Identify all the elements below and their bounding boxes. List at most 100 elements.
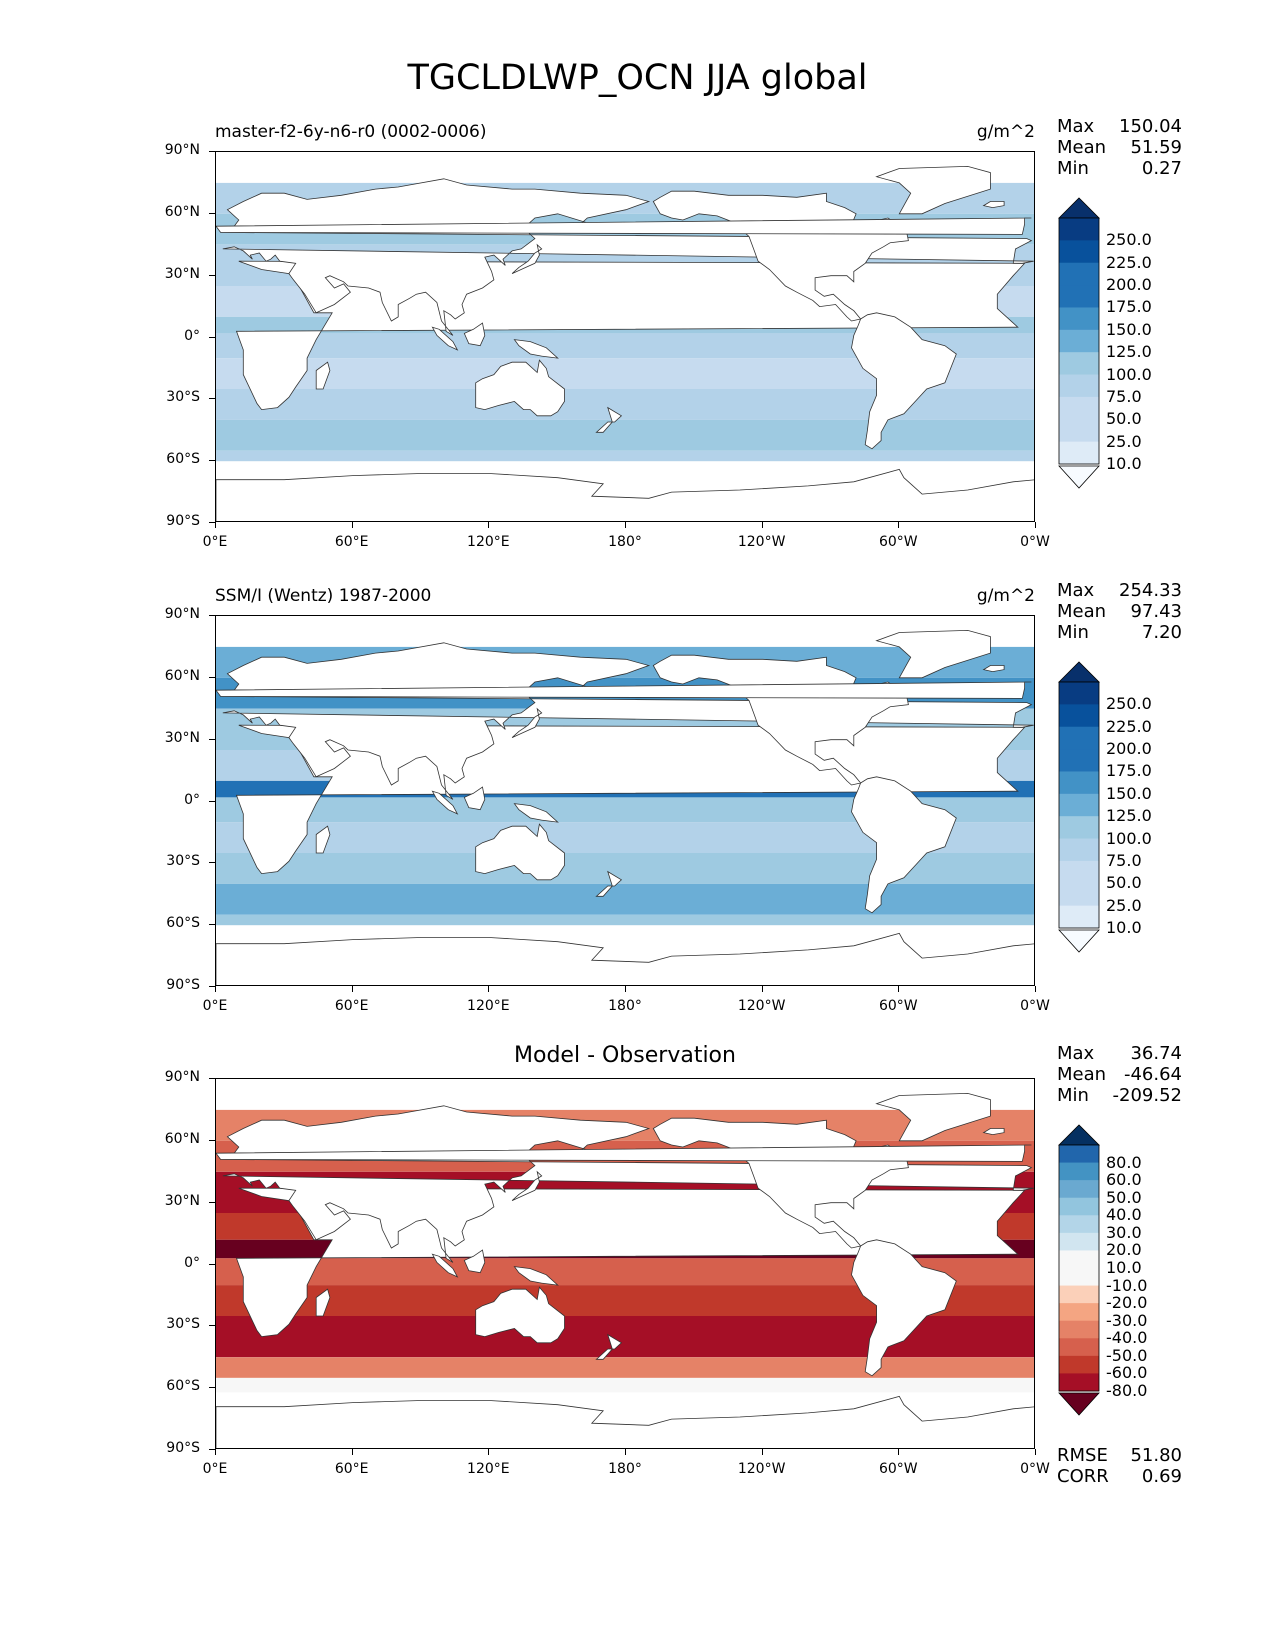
land-madagascar — [315, 361, 331, 390]
stat-key: Mean — [1057, 1064, 1107, 1085]
x-tick-mark — [488, 522, 490, 528]
stat-key: Min — [1057, 158, 1089, 179]
colorbar-label: -20.0 — [1106, 1293, 1148, 1313]
stat-value: 97.43 — [1130, 601, 1182, 622]
y-tick-label: 30°S — [166, 389, 200, 406]
land-newguinea — [513, 1266, 559, 1286]
stat-key: Min — [1057, 1085, 1089, 1106]
field-band — [216, 914, 1034, 926]
land-borneo — [463, 1249, 486, 1274]
x-tick-label: 60°W — [878, 1461, 918, 1477]
colorbar-segment — [1059, 441, 1099, 465]
land-iceland — [982, 201, 1005, 209]
land-greenland — [875, 629, 991, 679]
colorbar-segment — [1059, 374, 1099, 398]
panel-title: Model - Observation — [514, 1043, 736, 1068]
land-australia — [475, 823, 565, 881]
x-tick-label: 60°W — [878, 998, 918, 1014]
y-tick-label: 90°S — [166, 513, 200, 529]
y-tick-label: 0° — [184, 327, 200, 344]
stat-value: 51.80 — [1130, 1445, 1182, 1466]
colorbar — [1058, 1124, 1100, 1416]
y-tick-label: 90°S — [166, 977, 200, 993]
colorbar — [1058, 661, 1100, 953]
y-tick-label: 30°S — [166, 1316, 200, 1333]
colorbar-label: -80.0 — [1106, 1381, 1148, 1400]
land-madagascar — [315, 1288, 331, 1317]
stat-key: CORR — [1057, 1466, 1109, 1487]
y-tick-mark — [209, 522, 215, 523]
x-tick-label: 180° — [608, 534, 642, 550]
y-tick-mark — [209, 1078, 215, 1079]
colorbar-label: 200.0 — [1106, 275, 1152, 295]
colorbar-label: 150.0 — [1106, 319, 1152, 339]
y-tick-mark — [209, 738, 215, 740]
colorbar-segment — [1059, 883, 1099, 907]
x-tick-mark — [625, 1449, 626, 1455]
stat-key: Mean — [1057, 137, 1107, 158]
y-tick-mark — [209, 212, 215, 214]
colorbar-segment — [1059, 726, 1099, 750]
colorbar-segment — [1059, 218, 1099, 241]
stat-value: 36.74 — [1130, 1043, 1182, 1064]
x-tick-mark — [351, 522, 353, 528]
map-plot — [215, 1078, 1035, 1449]
stat-value: 0.69 — [1141, 1466, 1182, 1487]
land-nz — [595, 1333, 623, 1360]
y-tick-mark — [209, 1263, 215, 1265]
colorbar-segment — [1059, 1250, 1099, 1269]
y-tick-label: 60°N — [164, 667, 200, 684]
land-eurasia — [220, 178, 1034, 336]
colorbar-extend-bottom — [1058, 1392, 1100, 1416]
colorbar-extend-top — [1058, 197, 1100, 219]
stat-value: 7.20 — [1141, 622, 1182, 643]
land-japan — [511, 707, 543, 738]
land-nz — [595, 406, 623, 433]
y-tick-label: 30°N — [164, 729, 200, 746]
land-eurasia — [220, 1105, 1034, 1263]
x-tick-mark — [625, 522, 626, 528]
stat-key: Max — [1057, 580, 1095, 601]
colorbar-segment — [1059, 352, 1099, 376]
field-band — [216, 419, 1034, 451]
field-band — [216, 1377, 1034, 1393]
colorbar-label: 75.0 — [1106, 850, 1142, 870]
land-britain — [216, 1144, 1032, 1162]
land-iceland — [982, 1128, 1005, 1136]
y-tick-mark — [209, 615, 215, 616]
colorbar-label: 100.0 — [1106, 364, 1152, 384]
x-tick-mark — [488, 986, 490, 992]
y-tick-label: 60°S — [166, 451, 200, 468]
land-japan — [511, 1170, 543, 1201]
colorbar — [1058, 197, 1100, 489]
colorbar-label: 150.0 — [1106, 783, 1152, 803]
land-antarctica — [216, 468, 1034, 521]
y-tick-label: 60°N — [164, 203, 200, 220]
stat-key: Mean — [1057, 601, 1107, 622]
x-tick-mark — [898, 522, 900, 528]
colorbar-segment — [1059, 771, 1099, 795]
x-tick-label: 60°E — [334, 998, 369, 1014]
colorbar-segment — [1059, 1338, 1099, 1357]
colorbar-segment — [1059, 1268, 1099, 1287]
x-tick-label: 0°E — [202, 534, 228, 550]
colorbar-label: 50.0 — [1106, 409, 1142, 429]
colorbar-segment — [1059, 262, 1099, 286]
y-tick-mark — [209, 274, 215, 276]
colorbar-label: 30.0 — [1106, 1222, 1142, 1242]
land-borneo — [463, 786, 486, 811]
colorbar-label: -30.0 — [1106, 1310, 1148, 1330]
land-borneo — [463, 322, 486, 347]
x-tick-mark — [1035, 1449, 1036, 1455]
colorbar-extend-bottom — [1058, 929, 1100, 953]
stat-key: Min — [1057, 622, 1089, 643]
y-tick-mark — [209, 1449, 215, 1450]
map-svg — [216, 1092, 1034, 1448]
land-greenland — [875, 165, 991, 215]
panel-title: master-f2-6y-n6-r0 (0002-0006) — [215, 122, 487, 142]
colorbar-segment — [1059, 749, 1099, 772]
colorbar-label: 50.0 — [1106, 873, 1142, 893]
colorbar-segment — [1059, 1145, 1099, 1164]
colorbar-label: 125.0 — [1106, 342, 1152, 362]
y-tick-mark — [209, 924, 215, 926]
